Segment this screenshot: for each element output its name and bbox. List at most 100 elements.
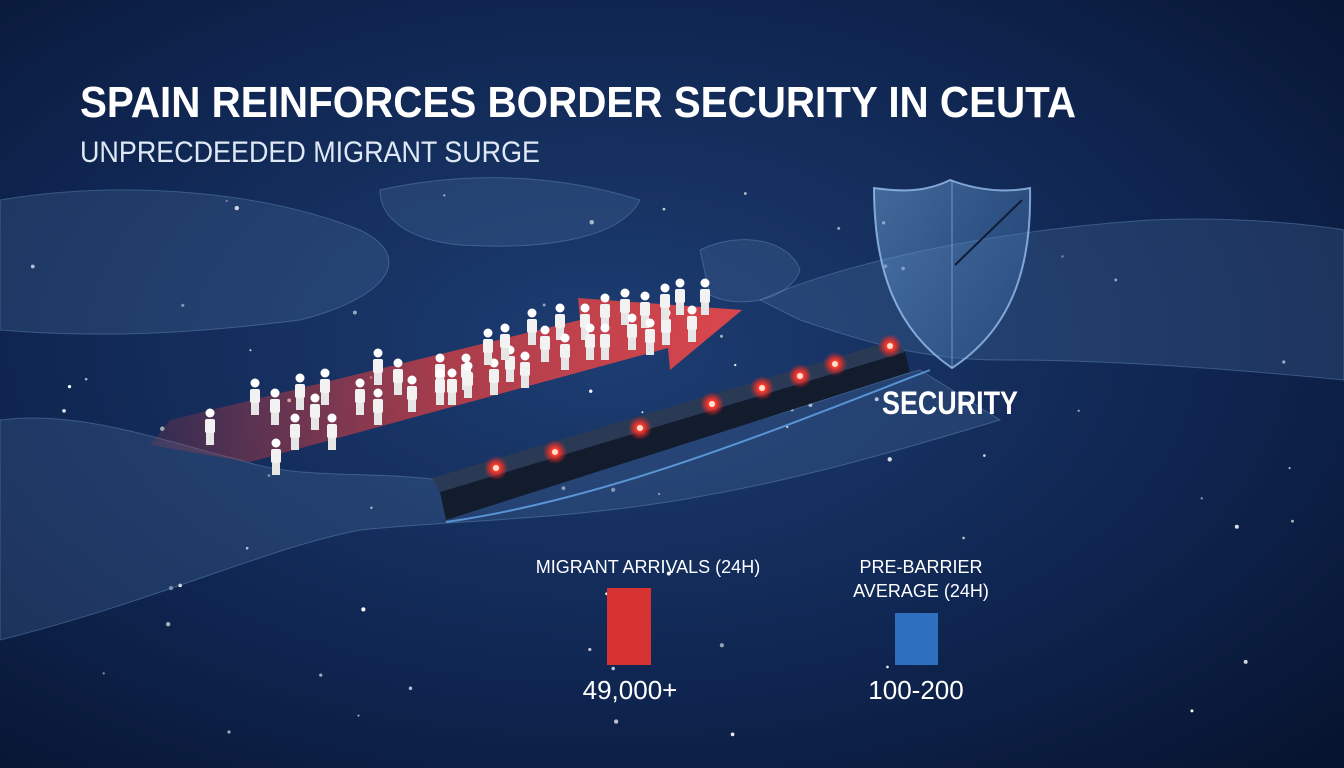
person-body	[540, 336, 550, 350]
light	[637, 425, 643, 431]
star	[227, 730, 231, 734]
person-legs	[490, 383, 498, 395]
person-head	[435, 368, 445, 378]
star	[589, 219, 594, 225]
person-head	[320, 368, 330, 378]
star	[1243, 659, 1248, 664]
star	[1288, 467, 1291, 470]
barrier-lights	[484, 334, 902, 480]
person-icon	[645, 318, 655, 355]
person-icon	[520, 351, 530, 388]
star	[408, 686, 413, 691]
person-head	[290, 413, 300, 423]
person-icon	[675, 278, 685, 315]
star	[443, 194, 446, 197]
star	[165, 622, 171, 627]
star	[245, 546, 249, 550]
person-icon	[407, 375, 417, 412]
person-legs	[448, 393, 456, 405]
star	[613, 719, 619, 724]
person-icon	[585, 323, 595, 360]
subtitle: UNPRECDEEDED MIGRANT SURGE	[80, 136, 540, 169]
person-body	[489, 369, 499, 383]
star	[1077, 409, 1080, 412]
person-icon	[320, 368, 330, 405]
person-legs	[676, 303, 684, 315]
person-body	[393, 369, 403, 383]
person-legs	[688, 330, 696, 342]
star	[361, 607, 366, 612]
shield	[872, 178, 1032, 370]
person-body	[310, 404, 320, 418]
light	[887, 343, 893, 349]
star	[657, 492, 661, 496]
person-body	[327, 424, 337, 438]
person-head	[327, 413, 337, 423]
person-legs	[506, 370, 514, 382]
light	[759, 385, 765, 391]
stat-value: 49,000+	[583, 675, 678, 705]
star	[1234, 524, 1239, 529]
star	[1200, 497, 1203, 500]
star	[734, 363, 737, 367]
light	[797, 373, 803, 379]
person-legs	[374, 413, 382, 425]
person-legs	[561, 358, 569, 370]
star	[837, 226, 841, 230]
star	[1114, 278, 1118, 282]
person-legs	[662, 333, 670, 345]
star	[874, 397, 879, 402]
person-legs	[356, 403, 364, 415]
person-body	[560, 344, 570, 358]
person-icon	[271, 438, 281, 475]
star	[589, 389, 593, 393]
star	[178, 583, 182, 588]
star	[102, 672, 105, 675]
person-icon	[435, 368, 445, 405]
person-body	[620, 299, 630, 313]
person-icon	[327, 413, 337, 450]
person-legs	[311, 418, 319, 430]
person-head	[373, 388, 383, 398]
star	[225, 199, 228, 203]
light	[552, 449, 558, 455]
person-legs	[521, 376, 529, 388]
star	[962, 536, 965, 540]
person-legs	[556, 328, 564, 340]
person-legs	[541, 350, 549, 362]
star	[662, 207, 666, 211]
person-head	[687, 305, 697, 315]
person-head	[600, 293, 610, 303]
person-body	[407, 386, 417, 400]
person-legs	[296, 398, 304, 410]
shield-label: SECURITY	[882, 385, 1018, 421]
person-icon	[483, 328, 493, 365]
person-body	[645, 329, 655, 343]
star	[267, 474, 271, 477]
person-body	[205, 419, 215, 433]
person-legs	[251, 403, 259, 415]
person-legs	[601, 348, 609, 360]
person-head	[355, 378, 365, 388]
person-icon	[700, 278, 710, 315]
person-icon	[250, 378, 260, 415]
star	[168, 585, 174, 591]
person-legs	[661, 308, 669, 320]
person-head	[555, 303, 565, 313]
person-icon	[600, 323, 610, 360]
person-legs	[464, 386, 472, 398]
person-icon	[295, 373, 305, 410]
star	[1282, 360, 1286, 364]
star	[719, 643, 724, 648]
star	[1190, 709, 1194, 713]
person-body	[675, 289, 685, 303]
person-icon	[660, 283, 670, 320]
light	[832, 361, 838, 367]
person-legs	[394, 383, 402, 395]
person-legs	[436, 393, 444, 405]
person-body	[700, 289, 710, 303]
star	[886, 665, 889, 669]
